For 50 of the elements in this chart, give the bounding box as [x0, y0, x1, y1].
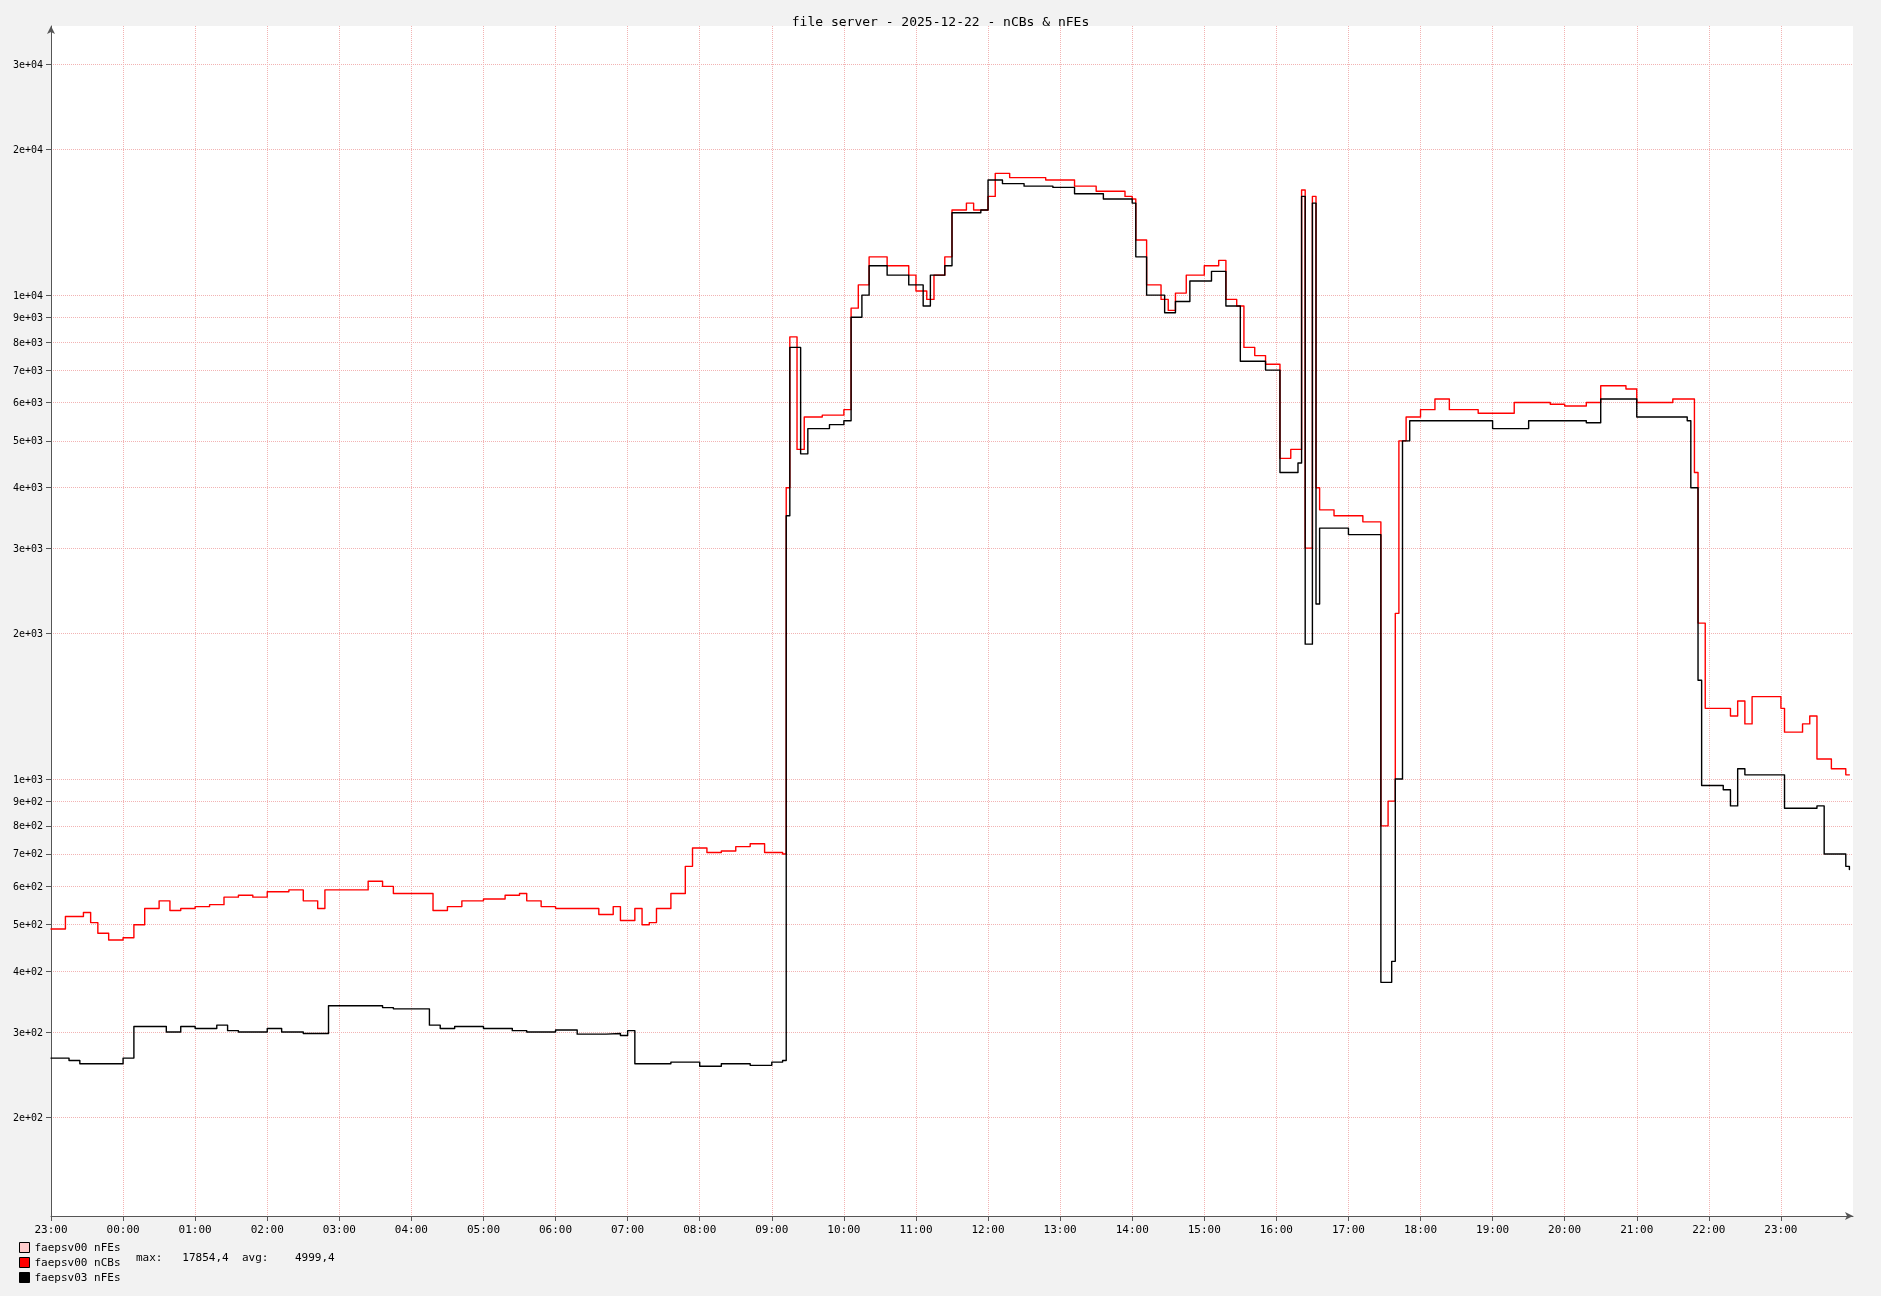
- y-tick-label: 8e+03: [12, 336, 43, 348]
- y-tick-label: 9e+03: [12, 311, 43, 323]
- y-tick-label: 1e+03: [12, 773, 43, 785]
- x-tick-label: 00:00: [106, 1223, 140, 1236]
- x-tick-label: 04:00: [394, 1223, 428, 1236]
- x-tick-label: 13:00: [1043, 1223, 1077, 1236]
- y-tick-label: 2e+03: [12, 627, 43, 639]
- x-tick-label: 03:00: [322, 1223, 356, 1236]
- text: max: 17854,4 avg: 4999,4: [136, 1251, 336, 1264]
- y-tick-label: 5e+02: [12, 919, 43, 931]
- x-tick-label: 15:00: [1187, 1223, 1221, 1236]
- y-tick-label: 9e+02: [12, 795, 43, 807]
- y-tick-label: 4e+03: [12, 482, 43, 494]
- x-tick-label: 02:00: [250, 1223, 284, 1236]
- y-tick-label: 3e+02: [12, 1026, 43, 1038]
- y-tick-label: 3e+03: [12, 542, 43, 554]
- x-tick-label: 01:00: [178, 1223, 212, 1236]
- y-tick-label: 8e+02: [12, 820, 43, 832]
- x-tick-label: 17:00: [1331, 1223, 1365, 1236]
- chart-title: file server - 2025-12-22 - nCBs & nFEs: [791, 14, 1090, 29]
- x-tick-label: 18:00: [1403, 1223, 1438, 1236]
- x-tick-label: 06:00: [539, 1223, 573, 1236]
- x-tick-label: 20:00: [1548, 1223, 1582, 1236]
- x-tick-label: 22:00: [1692, 1223, 1726, 1236]
- x-tick-label: 23:00: [34, 1223, 68, 1236]
- x-tick-label: 21:00: [1620, 1223, 1654, 1236]
- x-tick-label: 16:00: [1259, 1223, 1293, 1236]
- y-tick-label: 1e+04: [12, 289, 43, 301]
- y-tick-label: 6e+03: [12, 397, 43, 409]
- y-tick-label: 7e+02: [12, 848, 43, 860]
- x-tick-label: 19:00: [1476, 1223, 1510, 1236]
- x-tick-label: 11:00: [899, 1223, 933, 1236]
- y-tick-label: 4e+02: [12, 966, 43, 978]
- y-tick-label: 6e+02: [12, 880, 43, 892]
- x-tick-label: 05:00: [466, 1223, 501, 1236]
- x-tick-label: 08:00: [683, 1223, 717, 1236]
- x-tick-label: 10:00: [827, 1223, 861, 1236]
- legend-label: faepsv00 nCBs: [34, 1256, 121, 1269]
- x-tick-label: 12:00: [971, 1223, 1005, 1236]
- x-tick-label: 09:00: [755, 1223, 789, 1236]
- y-tick-label: 2e+02: [12, 1111, 43, 1123]
- y-tick-label: 3e+04: [12, 58, 43, 70]
- y-tick-label: 7e+03: [12, 364, 43, 376]
- y-tick-label: 5e+03: [12, 435, 43, 447]
- legend-label: faepsv00 nFEs: [34, 1241, 121, 1254]
- x-tick-label: 23:00: [1764, 1223, 1798, 1236]
- x-tick-label: 14:00: [1115, 1223, 1149, 1236]
- x-tick-label: 07:00: [611, 1223, 645, 1236]
- legend-label: faepsv03 nFEs: [34, 1271, 121, 1284]
- y-tick-label: 2e+04: [12, 144, 43, 156]
